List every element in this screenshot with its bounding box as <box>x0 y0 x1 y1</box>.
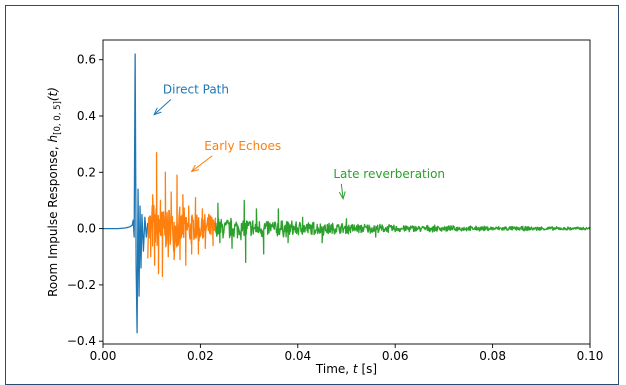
series-line-0 <box>103 53 149 334</box>
annotation-arrow-0 <box>153 99 172 115</box>
annotation-label-1: Early Echoes <box>204 139 281 153</box>
x-tick-label: 0.02 <box>187 349 214 363</box>
y-tick-label: 0.2 <box>77 165 96 179</box>
annotation-arrowhead-2 <box>338 191 346 201</box>
series-line-1 <box>147 151 217 278</box>
x-axis-label: Time, t [s] <box>315 362 377 376</box>
x-tick-label: 0.06 <box>382 349 409 363</box>
annotation-arrow-2 <box>340 183 344 199</box>
annotation-arrowhead-1 <box>190 164 200 173</box>
y-tick-label: 0.6 <box>77 53 96 67</box>
annotation-arrow-1 <box>191 155 213 172</box>
plot-area-border <box>102 39 591 345</box>
x-tick-label: 0.10 <box>577 349 604 363</box>
y-tick-label: −0.2 <box>67 278 96 292</box>
annotation-label-2: Late reverberation <box>333 167 445 181</box>
annotation-arrowhead-0 <box>153 107 162 116</box>
annotation-label-0: Direct Path <box>163 82 229 96</box>
x-tick-label: 0.08 <box>479 349 506 363</box>
impulse-response-chart: 0.00 0.02 0.04 0.06 0.08 0.10 −0.4 −0.2 0.0 0.2 0.… <box>46 39 604 376</box>
x-tick-label: 0.04 <box>284 349 311 363</box>
y-tick-label: 0.4 <box>77 109 96 123</box>
y-tick-label: 0.0 <box>77 222 96 236</box>
series-line-2 <box>215 199 591 264</box>
x-tick-label: 0.00 <box>90 349 117 363</box>
y-tick-label: −0.4 <box>67 334 96 348</box>
y-axis-label: Room Impulse Response, h[0, 0, 5](t) <box>46 87 63 297</box>
